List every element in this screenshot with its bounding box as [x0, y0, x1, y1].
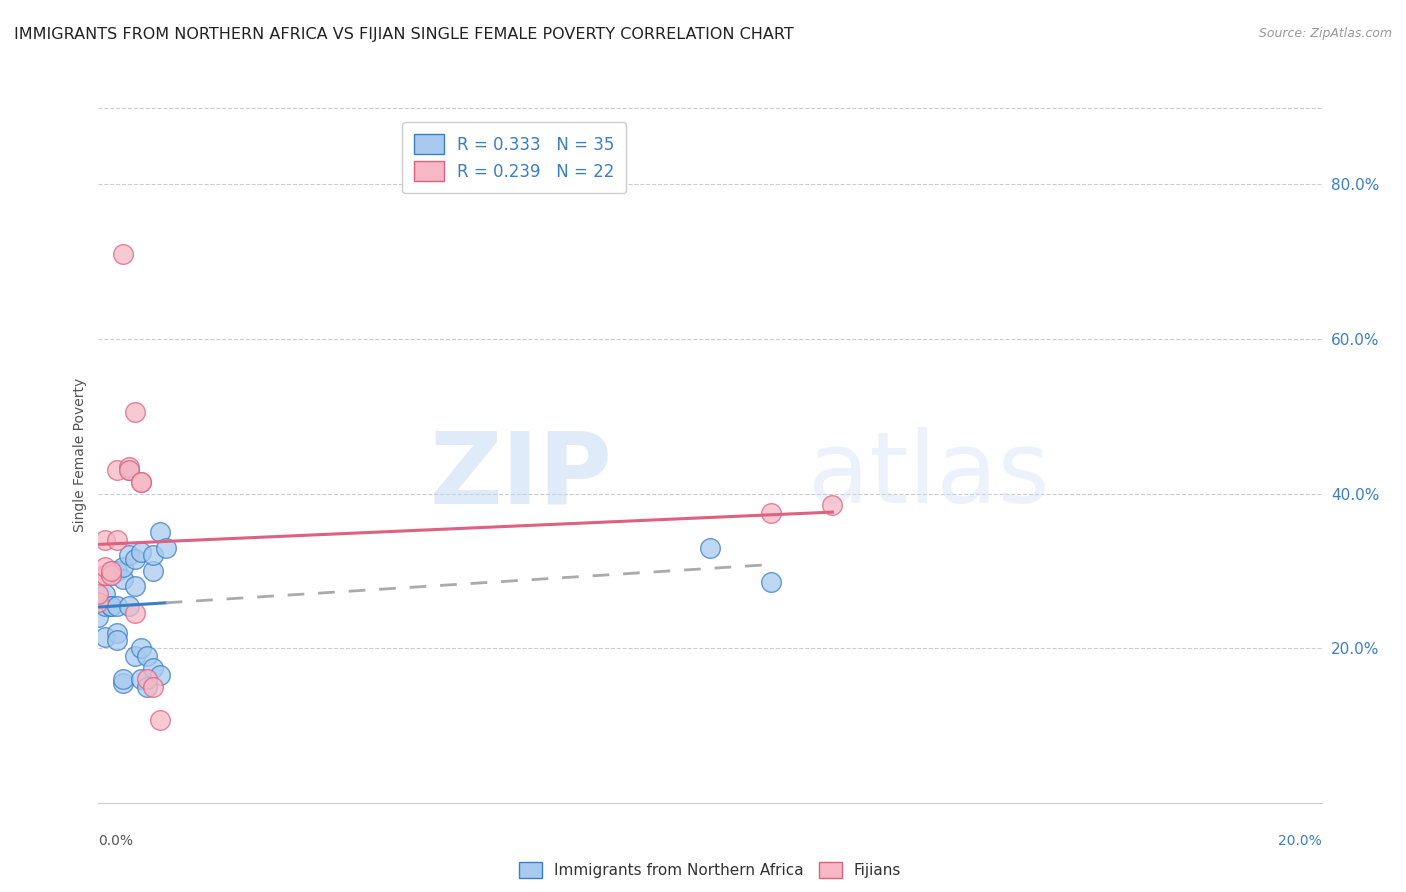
Point — [87, 595, 110, 609]
Point — [124, 552, 146, 566]
Point — [124, 405, 146, 419]
Point — [105, 564, 128, 578]
Point — [100, 567, 122, 582]
Point — [111, 560, 134, 574]
Point — [118, 549, 141, 563]
Point — [142, 660, 165, 674]
Point — [100, 564, 122, 578]
Text: IMMIGRANTS FROM NORTHERN AFRICA VS FIJIAN SINGLE FEMALE POVERTY CORRELATION CHAR: IMMIGRANTS FROM NORTHERN AFRICA VS FIJIA… — [14, 27, 794, 42]
Point — [129, 544, 152, 558]
Point — [124, 648, 146, 663]
Point — [93, 560, 115, 574]
Point — [118, 599, 141, 613]
Text: 20.0%: 20.0% — [1278, 834, 1322, 848]
Point — [142, 549, 165, 563]
Point — [699, 541, 721, 555]
Point — [759, 575, 782, 590]
Point — [100, 599, 122, 613]
Point — [821, 498, 844, 512]
Point — [93, 533, 115, 547]
Point — [111, 676, 134, 690]
Point — [124, 607, 146, 621]
Point — [93, 599, 115, 613]
Point — [100, 564, 122, 578]
Point — [149, 668, 172, 682]
Point — [105, 463, 128, 477]
Point — [129, 641, 152, 656]
Point — [136, 680, 159, 694]
Point — [142, 680, 165, 694]
Text: 0.0%: 0.0% — [98, 834, 134, 848]
Point — [149, 713, 172, 727]
Point — [93, 587, 115, 601]
Point — [129, 475, 152, 489]
Point — [129, 475, 152, 489]
Text: ZIP: ZIP — [429, 427, 612, 524]
Point — [93, 567, 115, 582]
Point — [111, 572, 134, 586]
Point — [118, 463, 141, 477]
Point — [105, 625, 128, 640]
Point — [111, 247, 134, 261]
Point — [93, 567, 115, 582]
Point — [759, 506, 782, 520]
Point — [149, 525, 172, 540]
Point — [100, 567, 122, 582]
Point — [105, 533, 128, 547]
Point — [105, 633, 128, 648]
Text: atlas: atlas — [808, 427, 1049, 524]
Point — [87, 610, 110, 624]
Point — [118, 463, 141, 477]
Point — [118, 459, 141, 474]
Point — [87, 587, 110, 601]
Point — [111, 672, 134, 686]
Point — [129, 672, 152, 686]
Y-axis label: Single Female Poverty: Single Female Poverty — [73, 378, 87, 532]
Point — [136, 648, 159, 663]
Legend: Immigrants from Northern Africa, Fijians: Immigrants from Northern Africa, Fijians — [512, 855, 908, 886]
Point — [136, 672, 159, 686]
Text: Source: ZipAtlas.com: Source: ZipAtlas.com — [1258, 27, 1392, 40]
Point — [142, 564, 165, 578]
Point — [124, 579, 146, 593]
Point — [105, 599, 128, 613]
Point — [100, 599, 122, 613]
Point — [93, 630, 115, 644]
Point — [155, 541, 177, 555]
